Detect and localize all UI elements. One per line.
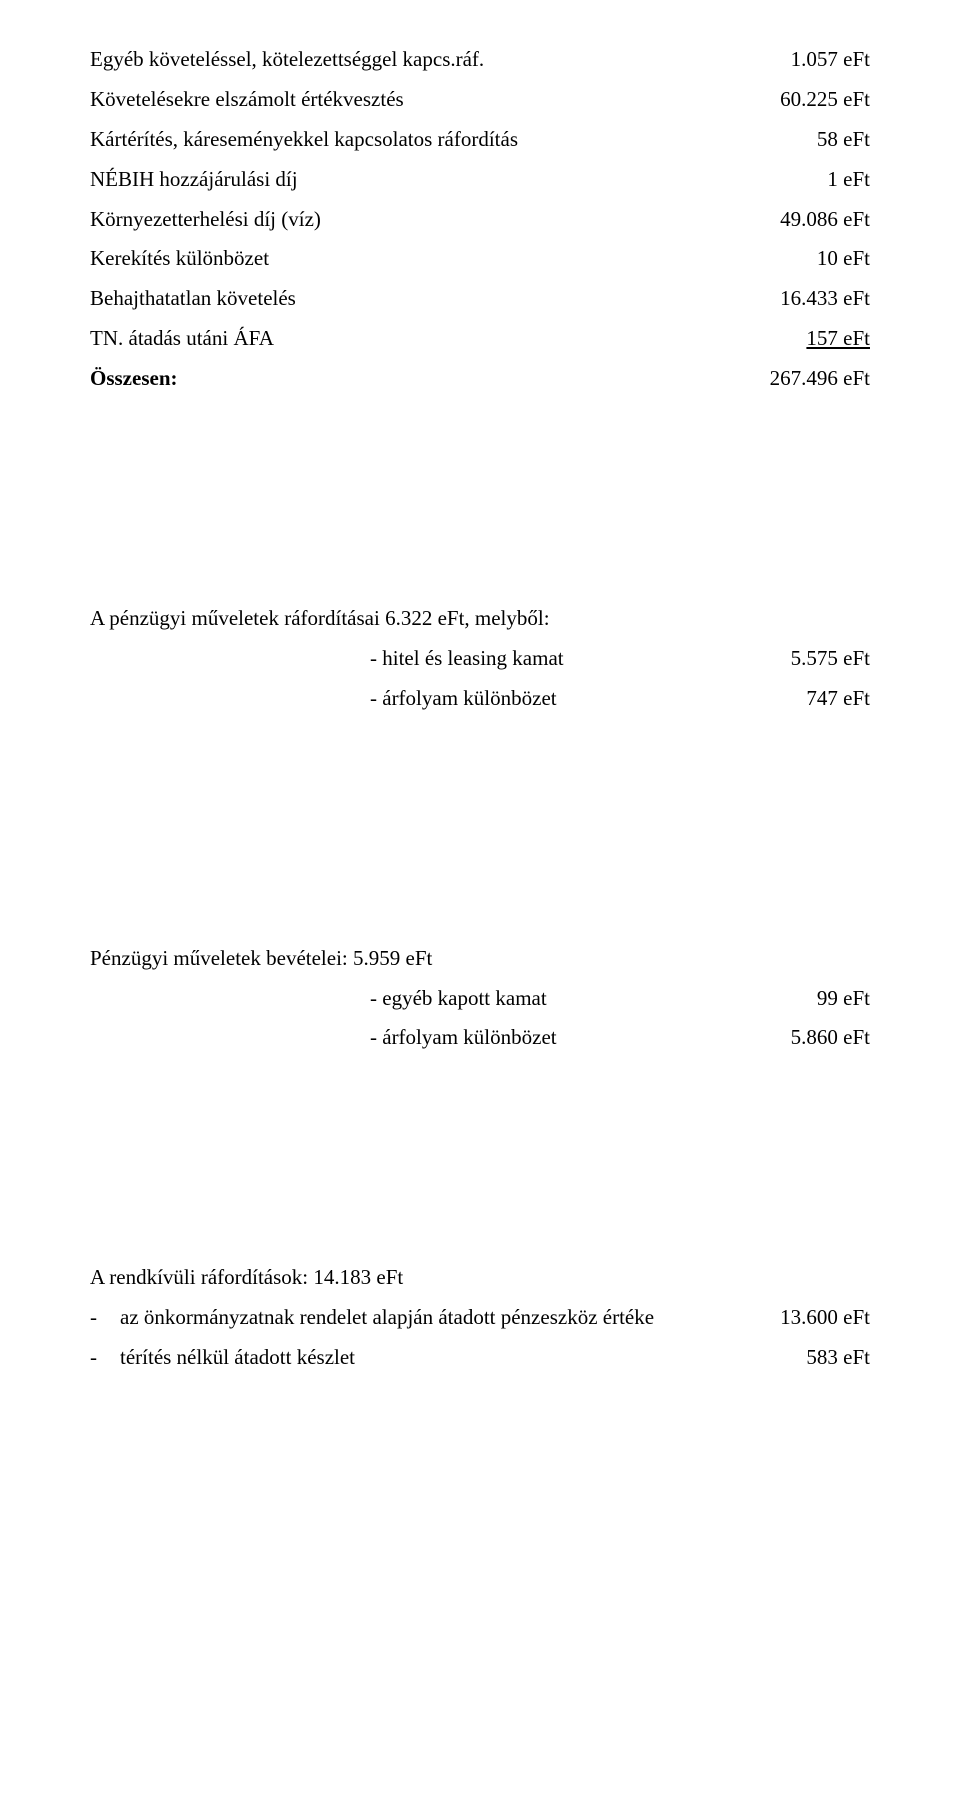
row-value: 49.086 eFt xyxy=(780,200,870,240)
dash-icon: - xyxy=(90,1338,120,1378)
row-value: 10 eFt xyxy=(817,239,870,279)
spacer xyxy=(90,399,870,599)
list-row: Behajthatatlan követelés 16.433 eFt xyxy=(90,279,870,319)
row-label: TN. átadás utáni ÁFA xyxy=(90,319,806,359)
row-value: 60.225 eFt xyxy=(780,80,870,120)
list-row: - árfolyam különbözet 747 eFt xyxy=(370,679,870,719)
list-row: Környezetterhelési díj (víz) 49.086 eFt xyxy=(90,200,870,240)
row-label: - árfolyam különbözet xyxy=(370,1018,791,1058)
list-row: Kerekítés különbözet 10 eFt xyxy=(90,239,870,279)
indented-list: - hitel és leasing kamat 5.575 eFt - árf… xyxy=(90,639,870,719)
row-value: 267.496 eFt xyxy=(770,359,870,399)
list-row: TN. átadás utáni ÁFA 157 eFt xyxy=(90,319,870,359)
row-label: - árfolyam különbözet xyxy=(370,679,806,719)
financial-income-section: Pénzügyi műveletek bevételei: 5.959 eFt … xyxy=(90,939,870,1059)
bullet-row: - az önkormányzatnak rendelet alapján át… xyxy=(90,1298,870,1338)
list-row: Kártérítés, káreseményekkel kapcsolatos … xyxy=(90,120,870,160)
row-label: - egyéb kapott kamat xyxy=(370,979,817,1019)
list-row: - árfolyam különbözet 5.860 eFt xyxy=(370,1018,870,1058)
row-value: 157 eFt xyxy=(806,319,870,359)
row-label: Környezetterhelési díj (víz) xyxy=(90,200,780,240)
row-value: 583 eFt xyxy=(786,1338,870,1378)
row-value: 58 eFt xyxy=(817,120,870,160)
row-value: 747 eFt xyxy=(806,679,870,719)
list-row: NÉBIH hozzájárulási díj 1 eFt xyxy=(90,160,870,200)
section-title: A rendkívüli ráfordítások: 14.183 eFt xyxy=(90,1258,870,1298)
row-label: Behajthatatlan követelés xyxy=(90,279,780,319)
extraordinary-expenses-section: A rendkívüli ráfordítások: 14.183 eFt - … xyxy=(90,1258,870,1378)
row-label: Kerekítés különbözet xyxy=(90,239,817,279)
dash-icon: - xyxy=(90,1298,120,1338)
row-label: Egyéb követeléssel, kötelezettséggel kap… xyxy=(90,40,791,80)
list-row-total: Összesen: 267.496 eFt xyxy=(90,359,870,399)
row-label: az önkormányzatnak rendelet alapján átad… xyxy=(120,1298,760,1338)
row-label: Kártérítés, káreseményekkel kapcsolatos … xyxy=(90,120,817,160)
row-value: 16.433 eFt xyxy=(780,279,870,319)
row-label: NÉBIH hozzájárulási díj xyxy=(90,160,827,200)
row-label: Követelésekre elszámolt értékvesztés xyxy=(90,80,780,120)
list-row: Követelésekre elszámolt értékvesztés 60.… xyxy=(90,80,870,120)
bullet-row: - térítés nélkül átadott készlet 583 eFt xyxy=(90,1338,870,1378)
section-title: Pénzügyi műveletek bevételei: 5.959 eFt xyxy=(90,939,870,979)
row-value: 1 eFt xyxy=(827,160,870,200)
spacer xyxy=(90,719,870,939)
row-label: - hitel és leasing kamat xyxy=(370,639,791,679)
section-title: A pénzügyi műveletek ráfordításai 6.322 … xyxy=(90,599,870,639)
list-row: - hitel és leasing kamat 5.575 eFt xyxy=(370,639,870,679)
spacer xyxy=(90,1058,870,1258)
row-label: térítés nélkül átadott készlet xyxy=(120,1338,786,1378)
expense-list: Egyéb követeléssel, kötelezettséggel kap… xyxy=(90,40,870,399)
row-value: 1.057 eFt xyxy=(791,40,870,80)
row-value: 5.860 eFt xyxy=(791,1018,870,1058)
row-label: Összesen: xyxy=(90,359,770,399)
financial-expenses-section: A pénzügyi műveletek ráfordításai 6.322 … xyxy=(90,599,870,719)
row-value: 5.575 eFt xyxy=(791,639,870,679)
indented-list: - egyéb kapott kamat 99 eFt - árfolyam k… xyxy=(90,979,870,1059)
list-row: - egyéb kapott kamat 99 eFt xyxy=(370,979,870,1019)
row-value: 99 eFt xyxy=(817,979,870,1019)
row-value: 13.600 eFt xyxy=(760,1298,870,1338)
list-row: Egyéb követeléssel, kötelezettséggel kap… xyxy=(90,40,870,80)
